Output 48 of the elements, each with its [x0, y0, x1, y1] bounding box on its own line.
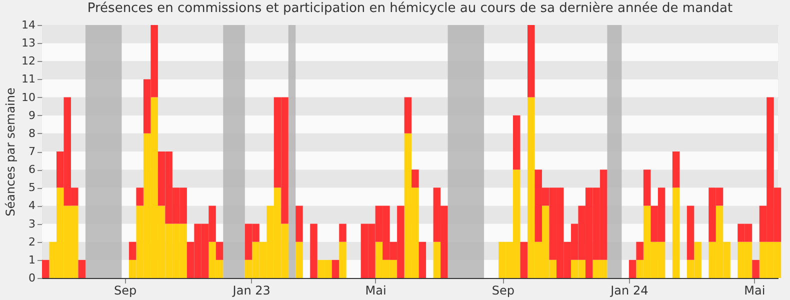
y-tick-label: 10 [22, 90, 36, 104]
bar [136, 188, 144, 206]
bar [433, 242, 441, 278]
bar [332, 260, 340, 278]
bar [296, 206, 303, 242]
x-tick-label: Mai [365, 284, 386, 298]
x-tick-label: Jan 24 [610, 284, 648, 298]
y-tick-label: 1 [28, 253, 36, 266]
y-tick-label: 14 [22, 18, 36, 32]
y-tick-label: 8 [28, 126, 36, 140]
bar [520, 242, 528, 278]
bar [527, 25, 535, 98]
y-tick-label: 12 [22, 54, 36, 68]
bar [339, 242, 346, 278]
bar [752, 260, 760, 278]
y-tick-label: 3 [28, 217, 36, 230]
x-tick-label: Sep [492, 284, 514, 298]
bar [128, 242, 136, 260]
y-tick-label: 5 [28, 181, 36, 194]
bar [686, 206, 694, 260]
chart-title: Présences en commissions et participation en hémicycle au cours de sa dernière année de mandat [87, 1, 733, 16]
bar [513, 115, 520, 170]
y-tick-label: 4 [28, 199, 36, 212]
x-tick-label: Mai [744, 284, 766, 298]
bar [42, 260, 50, 278]
bar [339, 224, 346, 242]
y-tick-label: 13 [22, 36, 36, 50]
bar [643, 170, 651, 206]
bar [672, 188, 680, 278]
bar [412, 170, 419, 188]
y-axis-title: Séances par semaine [4, 88, 18, 216]
bar [672, 152, 680, 188]
bar [418, 242, 426, 278]
y-tick-label: 9 [28, 108, 36, 122]
bar [404, 97, 412, 134]
bar [628, 260, 636, 278]
y-tick-label: 7 [28, 145, 36, 158]
y-tick-label: 2 [28, 235, 36, 248]
bar [636, 242, 644, 260]
y-tick-label: 6 [28, 163, 36, 176]
x-tick-label: Jan 23 [232, 284, 270, 298]
x-tick-label: Sep [114, 284, 137, 298]
bar [78, 260, 86, 278]
y-tick-label: 11 [22, 72, 36, 86]
bar [310, 224, 318, 278]
y-tick-label: 0 [28, 272, 36, 284]
bar [216, 242, 224, 260]
bar [296, 242, 303, 278]
